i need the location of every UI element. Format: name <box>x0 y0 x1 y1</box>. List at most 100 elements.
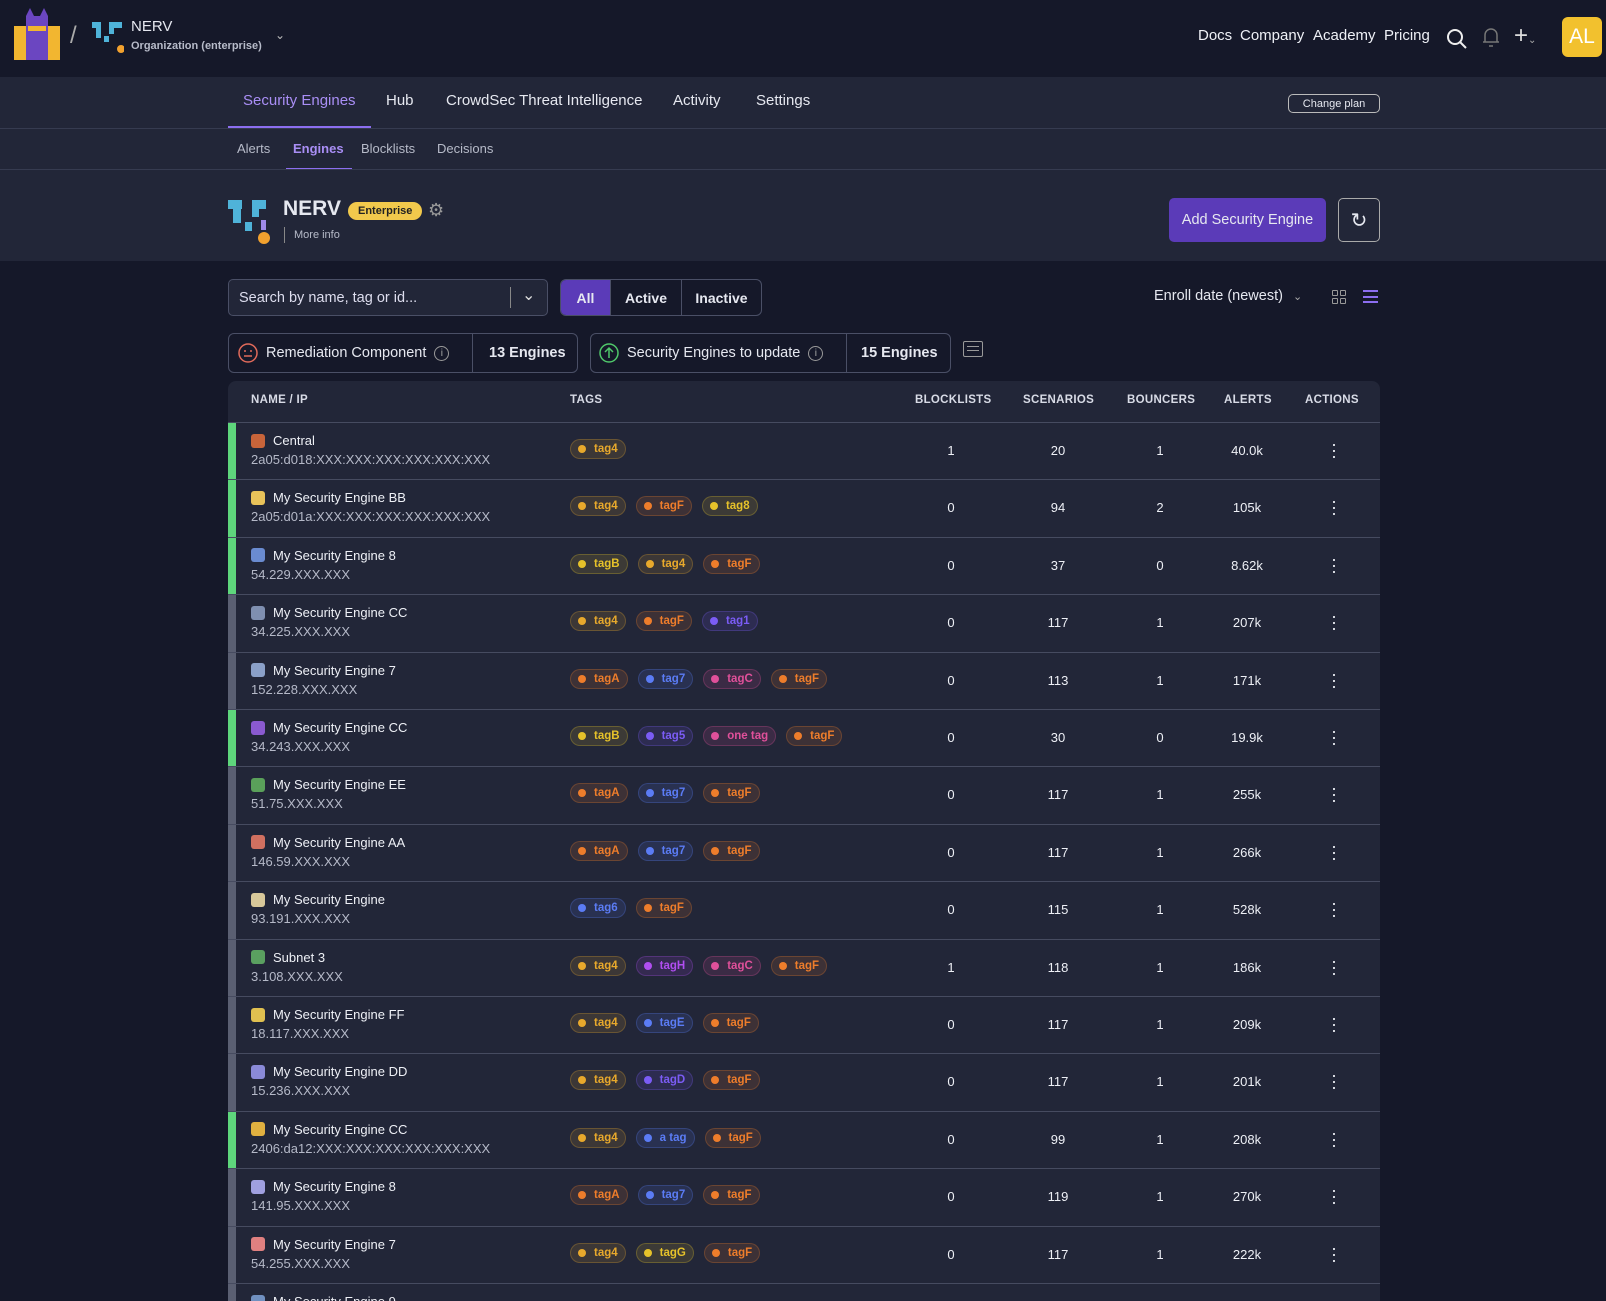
engine-name-link[interactable]: My Security Engine 9 <box>251 1294 396 1301</box>
tag-chip[interactable]: tag1 <box>701 611 758 632</box>
message-list-icon[interactable] <box>963 341 983 357</box>
tag-chip[interactable]: tag4 <box>570 1070 626 1091</box>
search-dropdown-chevron-icon[interactable]: ⌄ <box>522 287 536 304</box>
row-actions-menu-icon[interactable]: · · · <box>1331 950 1337 983</box>
engine-name-link[interactable]: My Security Engine 8 <box>251 548 396 563</box>
table-row[interactable]: My Security Engine 93.191.XXX.XXX tag6 tag… <box>228 881 1380 939</box>
tag-chip[interactable]: tag4 <box>570 1013 626 1033</box>
create-menu-icon[interactable]: +⌄ <box>1514 22 1537 49</box>
row-actions-menu-icon[interactable]: · · · <box>1331 1008 1337 1040</box>
search-icon[interactable] <box>1446 28 1468 50</box>
table-row[interactable]: My Security Engine 8 54.229.XXX.XXX tagB t… <box>228 536 1380 595</box>
engine-name-link[interactable]: Central <box>251 433 315 448</box>
table-row[interactable]: Subnet 3 3.108.XXX.XXX tag4 tagH tagC tagF 1… <box>228 938 1380 996</box>
table-row[interactable]: My Security Engine CC 34.225.XXX.XXX tag4… <box>228 594 1380 652</box>
filter-inactive[interactable]: Inactive <box>681 280 761 315</box>
crowdsec-logo[interactable] <box>12 8 62 60</box>
tag-chip[interactable]: tagF <box>703 783 760 804</box>
tag-chip[interactable]: a tag <box>635 1127 695 1148</box>
docs-link[interactable]: Docs <box>1198 27 1233 44</box>
table-row[interactable]: My Security Engine BB 2a05:d01a:XXX:XXX:… <box>228 479 1380 537</box>
tab-security-engines[interactable]: Security Engines <box>243 92 356 109</box>
row-actions-menu-icon[interactable]: · · · <box>1331 835 1337 868</box>
grid-view-icon[interactable] <box>1332 290 1346 304</box>
tag-chip[interactable]: tagF <box>703 1185 760 1206</box>
org-switcher-chevron-icon[interactable]: ⌄ <box>275 28 286 42</box>
subtab-decisions[interactable]: Decisions <box>437 141 494 156</box>
tag-chip[interactable]: tagA <box>570 840 628 861</box>
subtab-engines[interactable]: Engines <box>293 141 344 156</box>
remediation-summary[interactable]: Remediation Component i 13 Engines <box>228 333 578 373</box>
row-actions-menu-icon[interactable]: · · · <box>1331 1180 1337 1213</box>
bell-icon[interactable] <box>1481 26 1501 48</box>
filter-all[interactable]: All <box>561 280 610 315</box>
change-plan-button[interactable]: Change plan <box>1288 94 1380 113</box>
org-settings-gear-icon[interactable]: ⚙ <box>428 200 445 220</box>
tab-hub[interactable]: Hub <box>386 92 414 109</box>
tag-chip[interactable]: tag8 <box>701 496 758 517</box>
table-row[interactable]: My Security Engine DD 15.236.XXX.XXX tag4… <box>228 1053 1380 1111</box>
avatar[interactable]: AL <box>1562 17 1602 57</box>
table-row[interactable]: My Security Engine 9 <box>228 1283 1380 1301</box>
search-input[interactable]: Search by name, tag or id... <box>228 279 548 316</box>
table-row[interactable]: My Security Engine 7 152.228.XXX.XXX tagA… <box>228 651 1380 709</box>
tag-chip[interactable]: tagC <box>703 668 761 689</box>
tag-chip[interactable]: tag4 <box>570 496 626 517</box>
table-row[interactable]: My Security Engine 8 141.95.XXX.XXX tagA t… <box>228 1168 1380 1226</box>
tag-chip[interactable]: tag5 <box>637 726 694 746</box>
engine-name-link[interactable]: Subnet 3 <box>251 950 325 965</box>
engine-name-link[interactable]: My Security Engine <box>251 892 385 907</box>
company-link[interactable]: Company <box>1240 27 1305 44</box>
tag-chip[interactable]: tag7 <box>637 1185 694 1206</box>
tag-chip[interactable]: tag7 <box>637 840 694 861</box>
tag-chip[interactable]: tag4 <box>637 553 694 574</box>
tag-chip[interactable]: tagF <box>703 1070 760 1091</box>
tag-chip[interactable]: tagF <box>702 1013 759 1033</box>
tag-chip[interactable]: tagA <box>570 668 628 689</box>
tag-chip[interactable]: tagB <box>570 726 628 746</box>
engine-name-link[interactable]: My Security Engine EE <box>251 777 406 792</box>
tag-chip[interactable]: tag6 <box>570 898 626 919</box>
tag-chip[interactable]: tagB <box>570 553 628 574</box>
engine-name-link[interactable]: My Security Engine DD <box>251 1064 407 1079</box>
tag-chip[interactable]: tag7 <box>637 783 694 804</box>
tag-chip[interactable]: tagF <box>703 553 760 574</box>
engine-name-link[interactable]: My Security Engine CC <box>251 605 407 620</box>
row-actions-menu-icon[interactable]: · · · <box>1331 1237 1337 1270</box>
row-actions-menu-icon[interactable]: · · · <box>1331 548 1337 581</box>
tag-chip[interactable]: tag4 <box>570 611 626 632</box>
engine-name-link[interactable]: My Security Engine 7 <box>251 1237 396 1252</box>
tag-chip[interactable]: tagF <box>635 611 692 632</box>
tag-chip[interactable]: tagG <box>635 1242 694 1263</box>
tag-chip[interactable]: tag4 <box>570 1242 626 1263</box>
info-icon[interactable]: i <box>434 345 450 361</box>
tag-chip[interactable]: tag7 <box>637 668 694 689</box>
table-row[interactable]: Central 2a05:d018:XXX:XXX:XXX:XXX:XXX:XX… <box>228 422 1380 480</box>
engine-name-link[interactable]: My Security Engine AA <box>251 835 405 850</box>
tag-chip[interactable]: tagF <box>704 1127 761 1148</box>
tag-chip[interactable]: tagF <box>703 1242 761 1263</box>
tag-chip[interactable]: tag4 <box>570 955 626 976</box>
tag-chip[interactable]: tag4 <box>570 439 626 459</box>
tab-activity[interactable]: Activity <box>673 92 721 109</box>
pricing-link[interactable]: Pricing <box>1384 27 1430 44</box>
org-name[interactable]: NERV <box>131 18 173 35</box>
tab-threat-intelligence[interactable]: CrowdSec Threat Intelligence <box>446 92 643 109</box>
table-row[interactable]: My Security Engine CC 34.243.XXX.XXX tagB… <box>228 709 1380 767</box>
tag-chip[interactable]: tagF <box>635 496 692 517</box>
tag-chip[interactable]: tag4 <box>570 1127 626 1148</box>
sort-dropdown[interactable]: Enroll date (newest) ⌄ <box>1154 288 1302 304</box>
tab-settings[interactable]: Settings <box>756 92 811 109</box>
tag-chip[interactable]: tagD <box>635 1070 694 1091</box>
engines-to-update-summary[interactable]: Security Engines to update i 15 Engines <box>590 333 951 373</box>
engine-name-link[interactable]: My Security Engine CC <box>251 1122 407 1137</box>
info-icon[interactable]: i <box>808 345 824 361</box>
engine-name-link[interactable]: My Security Engine CC <box>251 720 407 735</box>
tag-chip[interactable]: tagF <box>703 840 760 861</box>
engine-name-link[interactable]: My Security Engine FF <box>251 1007 405 1022</box>
tag-chip[interactable]: tagF <box>770 668 828 689</box>
engine-name-link[interactable]: My Security Engine BB <box>251 490 406 505</box>
row-actions-menu-icon[interactable]: · · · <box>1331 606 1337 639</box>
list-view-icon[interactable] <box>1363 290 1378 303</box>
engine-name-link[interactable]: My Security Engine 8 <box>251 1179 396 1194</box>
